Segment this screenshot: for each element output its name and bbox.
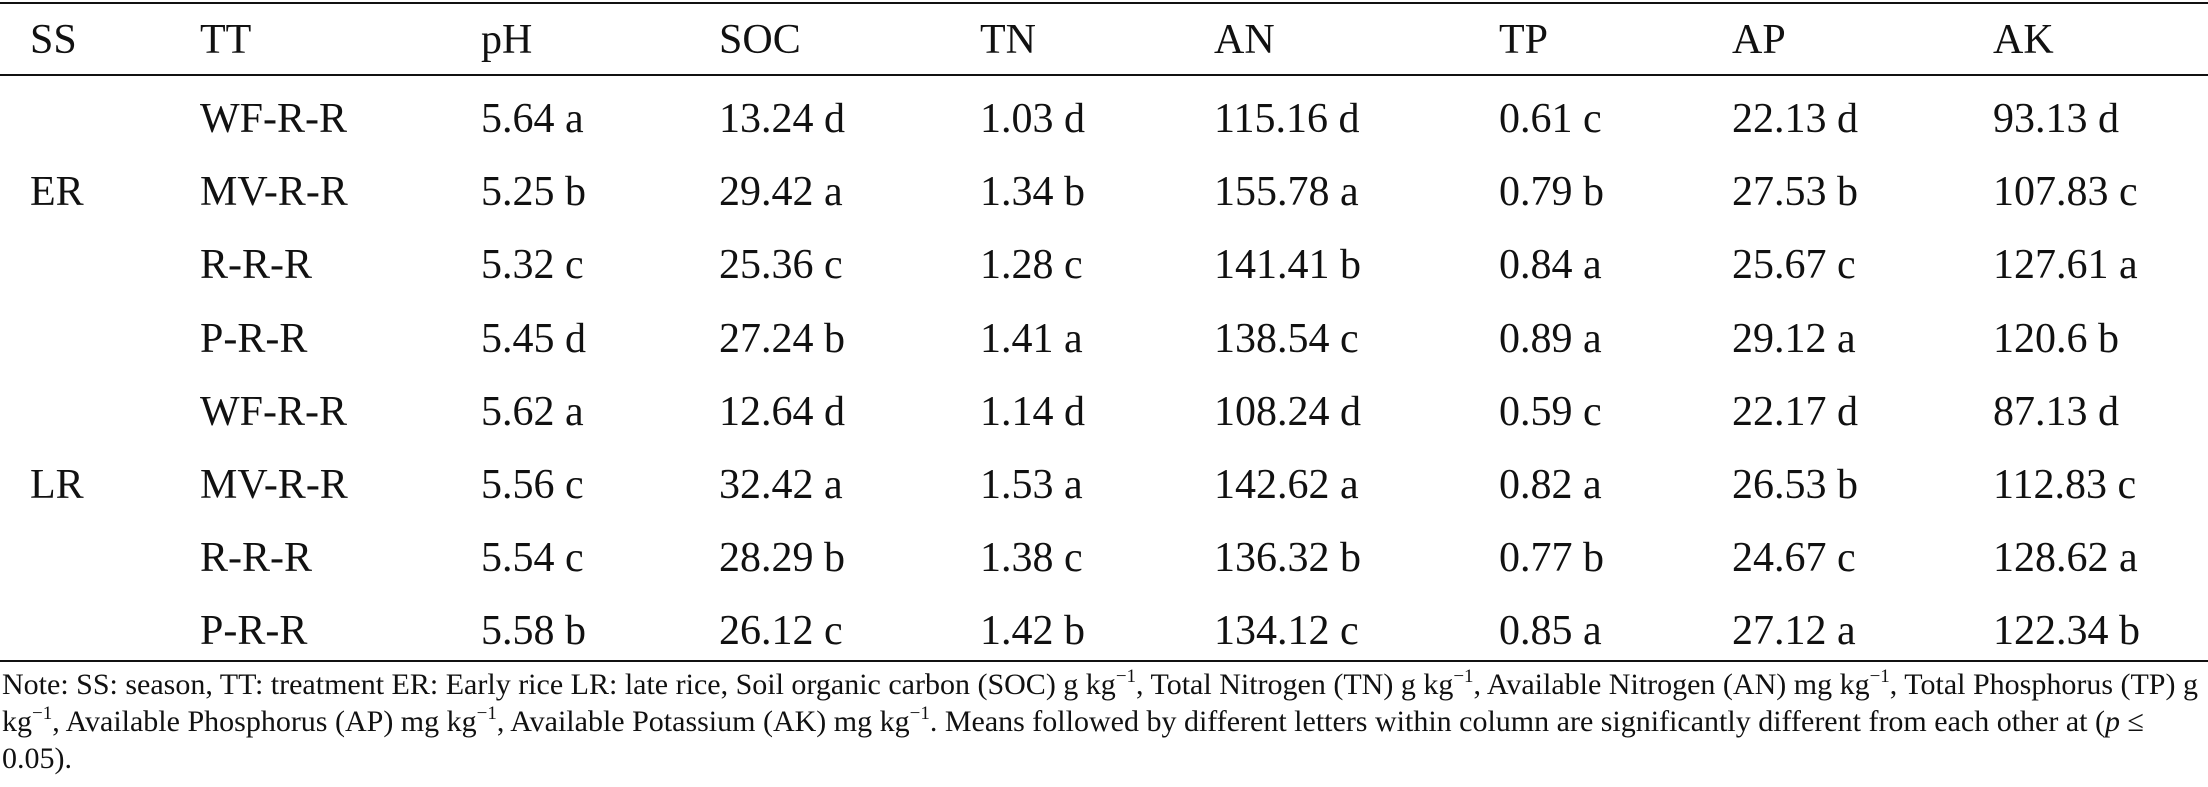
- cell-an: 138.54 c: [1214, 316, 1359, 362]
- cell-soc: 26.12 c: [719, 608, 843, 654]
- cell-soc: 32.42 a: [719, 462, 843, 508]
- cell-tt: P-R-R: [200, 316, 308, 362]
- cell-tt: WF-R-R: [200, 96, 347, 142]
- season-label: LR: [30, 462, 84, 508]
- cell-tn: 1.03 d: [980, 96, 1085, 142]
- cell-tp: 0.61 c: [1499, 96, 1602, 142]
- table-bottom-rule: [0, 660, 2208, 662]
- cell-an: 155.78 a: [1214, 169, 1359, 215]
- cell-soc: 28.29 b: [719, 535, 845, 581]
- cell-tn: 1.42 b: [980, 608, 1085, 654]
- cell-ph: 5.58 b: [481, 608, 586, 654]
- cell-tn: 1.34 b: [980, 169, 1085, 215]
- cell-tp: 0.82 a: [1499, 462, 1602, 508]
- cell-soc: 25.36 c: [719, 242, 843, 288]
- cell-ap: 22.13 d: [1732, 96, 1858, 142]
- header-tn: TN: [980, 17, 1036, 63]
- cell-ak: 127.61 a: [1993, 242, 2138, 288]
- cell-ph: 5.45 d: [481, 316, 586, 362]
- header-ss: SS: [30, 17, 77, 63]
- cell-ak: 87.13 d: [1993, 389, 2119, 435]
- cell-soc: 27.24 b: [719, 316, 845, 362]
- cell-tt: R-R-R: [200, 242, 313, 288]
- cell-ap: 26.53 b: [1732, 462, 1858, 508]
- cell-an: 108.24 d: [1214, 389, 1361, 435]
- header-soc: SOC: [719, 17, 801, 63]
- cell-ph: 5.32 c: [481, 242, 584, 288]
- cell-tn: 1.28 c: [980, 242, 1083, 288]
- cell-tp: 0.89 a: [1499, 316, 1602, 362]
- cell-ak: 93.13 d: [1993, 96, 2119, 142]
- cell-ap: 25.67 c: [1732, 242, 1856, 288]
- header-tt: TT: [200, 17, 252, 63]
- cell-an: 115.16 d: [1214, 96, 1360, 142]
- cell-ap: 29.12 a: [1732, 316, 1856, 362]
- cell-tp: 0.85 a: [1499, 608, 1602, 654]
- cell-tp: 0.77 b: [1499, 535, 1604, 581]
- cell-ph: 5.54 c: [481, 535, 584, 581]
- header-ak: AK: [1993, 17, 2054, 63]
- cell-soc: 12.64 d: [719, 389, 845, 435]
- cell-an: 134.12 c: [1214, 608, 1359, 654]
- cell-an: 142.62 a: [1214, 462, 1359, 508]
- cell-ph: 5.25 b: [481, 169, 586, 215]
- season-label: ER: [30, 169, 84, 215]
- cell-tn: 1.41 a: [980, 316, 1083, 362]
- cell-tp: 0.79 b: [1499, 169, 1604, 215]
- header-ph: pH: [481, 17, 533, 63]
- header-an: AN: [1214, 17, 1275, 63]
- cell-ak: 128.62 a: [1993, 535, 2138, 581]
- cell-ph: 5.56 c: [481, 462, 584, 508]
- header-ap: AP: [1732, 17, 1786, 63]
- cell-ak: 112.83 c: [1993, 462, 2137, 508]
- cell-tt: P-R-R: [200, 608, 308, 654]
- table-note: Note: SS: season, TT: treatment ER: Earl…: [2, 666, 2198, 775]
- cell-ap: 22.17 d: [1732, 389, 1858, 435]
- header-bottom-rule: [0, 74, 2208, 76]
- cell-tt: WF-R-R: [200, 389, 347, 435]
- table-top-rule: [0, 2, 2208, 4]
- cell-ph: 5.62 a: [481, 389, 584, 435]
- cell-an: 136.32 b: [1214, 535, 1361, 581]
- cell-tt: R-R-R: [200, 535, 313, 581]
- cell-tp: 0.84 a: [1499, 242, 1602, 288]
- cell-ap: 27.53 b: [1732, 169, 1858, 215]
- cell-tt: MV-R-R: [200, 169, 348, 215]
- cell-ak: 120.6 b: [1993, 316, 2119, 362]
- header-tp: TP: [1499, 17, 1549, 63]
- cell-tn: 1.38 c: [980, 535, 1083, 581]
- cell-tn: 1.14 d: [980, 389, 1085, 435]
- cell-an: 141.41 b: [1214, 242, 1361, 288]
- cell-tt: MV-R-R: [200, 462, 348, 508]
- cell-soc: 13.24 d: [719, 96, 845, 142]
- cell-ak: 122.34 b: [1993, 608, 2140, 654]
- cell-tn: 1.53 a: [980, 462, 1083, 508]
- cell-soc: 29.42 a: [719, 169, 843, 215]
- cell-ap: 24.67 c: [1732, 535, 1856, 581]
- cell-ak: 107.83 c: [1993, 169, 2138, 215]
- cell-ph: 5.64 a: [481, 96, 584, 142]
- cell-tp: 0.59 c: [1499, 389, 1602, 435]
- cell-ap: 27.12 a: [1732, 608, 1856, 654]
